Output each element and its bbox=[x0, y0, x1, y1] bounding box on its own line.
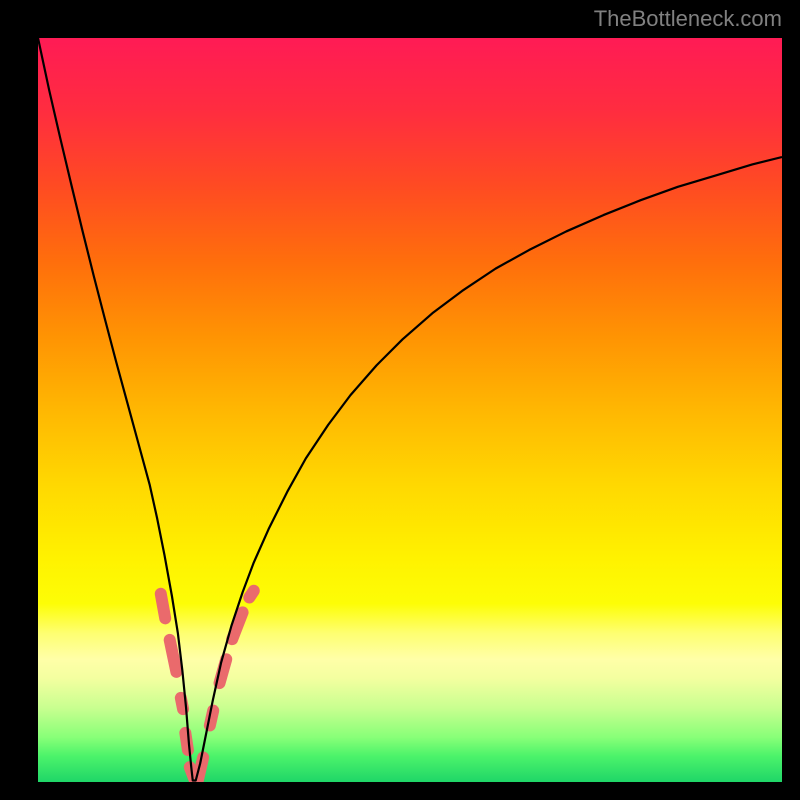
plot-area bbox=[38, 38, 782, 782]
plot-svg bbox=[38, 38, 782, 782]
watermark-text: TheBottleneck.com bbox=[594, 6, 782, 32]
gradient-background bbox=[38, 38, 782, 782]
